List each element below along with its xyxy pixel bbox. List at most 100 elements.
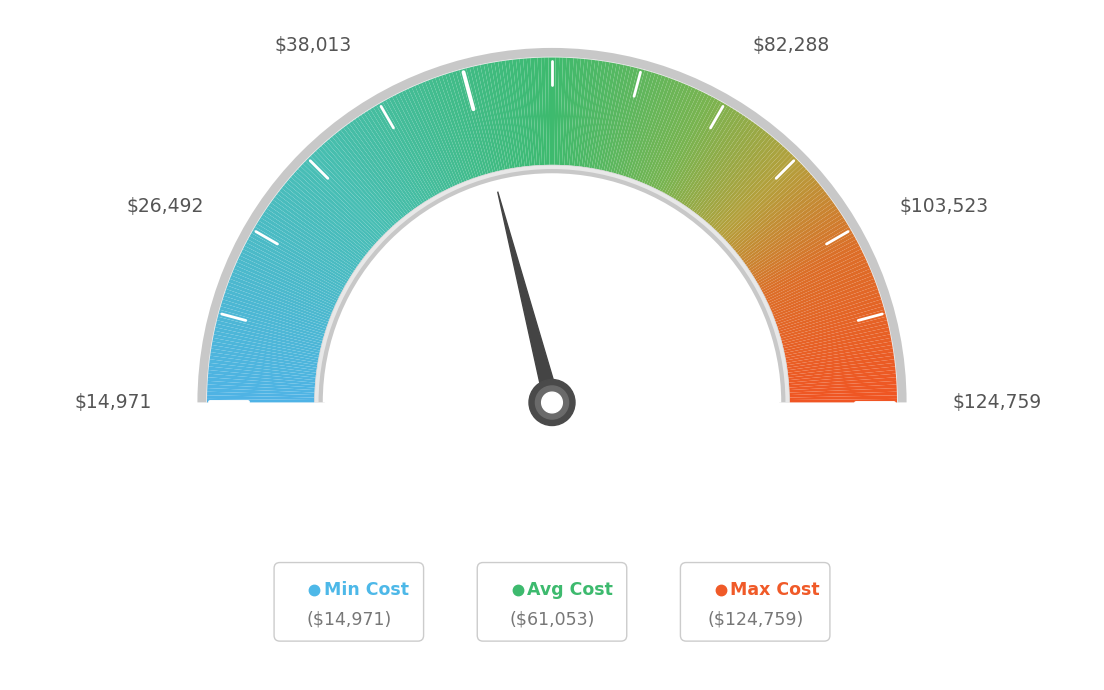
Wedge shape [662,97,715,193]
Wedge shape [772,272,873,315]
Wedge shape [594,63,617,169]
Text: $103,523: $103,523 [900,197,989,215]
Wedge shape [752,215,843,275]
Wedge shape [226,286,328,324]
Wedge shape [703,137,775,221]
Wedge shape [520,59,532,166]
Wedge shape [211,345,318,365]
Wedge shape [221,303,325,336]
Wedge shape [321,144,395,226]
Wedge shape [766,253,864,302]
Wedge shape [639,81,682,182]
Wedge shape [392,95,444,192]
Wedge shape [572,59,584,166]
Wedge shape [709,144,783,226]
Wedge shape [669,102,724,197]
Wedge shape [530,58,540,166]
Wedge shape [235,262,335,308]
Text: Max Cost: Max Cost [730,580,820,598]
Wedge shape [208,395,315,400]
Wedge shape [614,69,645,174]
Wedge shape [368,109,427,202]
Wedge shape [273,197,361,263]
Text: $26,492: $26,492 [127,197,204,215]
Wedge shape [265,208,355,271]
Wedge shape [329,137,401,221]
Wedge shape [665,99,719,194]
Wedge shape [340,128,408,215]
Wedge shape [279,188,365,257]
Wedge shape [676,108,734,201]
Wedge shape [275,194,363,261]
Wedge shape [789,388,896,395]
Wedge shape [743,197,831,263]
Wedge shape [215,324,320,351]
Wedge shape [209,366,316,380]
Wedge shape [683,115,746,206]
Wedge shape [527,58,537,166]
Wedge shape [765,249,862,299]
Wedge shape [574,59,588,166]
Wedge shape [544,57,550,165]
Wedge shape [688,119,752,209]
Wedge shape [788,359,894,375]
Wedge shape [769,262,869,308]
Wedge shape [225,289,328,326]
Wedge shape [781,306,884,339]
Wedge shape [208,392,315,397]
Wedge shape [612,68,641,173]
Wedge shape [383,100,437,195]
Wedge shape [788,363,895,377]
Text: ($14,971): ($14,971) [306,610,392,628]
Wedge shape [385,99,439,194]
Wedge shape [562,58,570,165]
Wedge shape [480,64,505,170]
Wedge shape [768,259,867,306]
Wedge shape [412,86,458,186]
Wedge shape [564,58,574,166]
Text: $82,288: $82,288 [752,36,829,55]
Wedge shape [408,88,455,186]
Wedge shape [347,124,412,212]
Wedge shape [233,269,333,313]
Wedge shape [402,90,450,188]
Wedge shape [288,177,372,249]
Wedge shape [484,63,508,170]
Wedge shape [306,159,384,236]
Wedge shape [219,310,323,341]
Wedge shape [208,377,315,388]
Wedge shape [753,217,846,277]
Wedge shape [785,335,891,358]
Wedge shape [608,68,638,172]
Wedge shape [777,293,880,329]
Wedge shape [506,60,522,167]
Wedge shape [358,115,421,206]
Wedge shape [776,286,878,324]
Wedge shape [418,83,463,184]
Wedge shape [453,71,486,175]
FancyBboxPatch shape [680,562,830,641]
Wedge shape [435,77,474,179]
Wedge shape [432,78,471,179]
Wedge shape [592,62,613,168]
Wedge shape [560,58,566,165]
Wedge shape [554,57,560,165]
Wedge shape [509,60,524,167]
Wedge shape [248,236,343,290]
Wedge shape [315,165,789,402]
Text: $14,971: $14,971 [74,393,151,412]
Wedge shape [298,166,379,242]
Wedge shape [700,132,769,218]
Wedge shape [213,335,319,358]
Wedge shape [261,215,352,275]
Wedge shape [399,92,448,190]
Circle shape [535,386,569,419]
Wedge shape [442,75,478,177]
Wedge shape [338,130,406,216]
Wedge shape [658,93,709,190]
Wedge shape [286,180,371,251]
Wedge shape [263,212,354,273]
Wedge shape [626,75,662,177]
Wedge shape [282,186,368,255]
Text: ($61,053): ($61,053) [509,610,595,628]
